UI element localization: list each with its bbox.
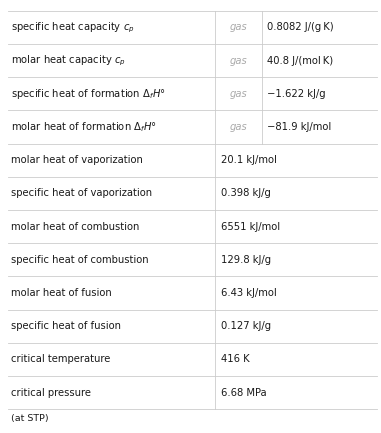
Text: 6551 kJ/mol: 6551 kJ/mol [221, 222, 280, 232]
Text: molar heat of combustion: molar heat of combustion [11, 222, 140, 232]
Text: gas: gas [229, 23, 247, 32]
Text: molar heat of vaporization: molar heat of vaporization [11, 155, 143, 165]
Text: 0.8082 J/(g K): 0.8082 J/(g K) [267, 23, 334, 32]
Text: specific heat of formation $\Delta_f H°$: specific heat of formation $\Delta_f H°$ [11, 87, 166, 101]
Text: molar heat capacity $c_p$: molar heat capacity $c_p$ [11, 53, 126, 68]
Text: gas: gas [229, 55, 247, 66]
Text: specific heat of combustion: specific heat of combustion [11, 255, 149, 265]
Text: 0.398 kJ/g: 0.398 kJ/g [221, 188, 271, 198]
Text: specific heat of fusion: specific heat of fusion [11, 321, 122, 331]
Text: molar heat of formation $\Delta_f H°$: molar heat of formation $\Delta_f H°$ [11, 120, 157, 134]
Text: (at STP): (at STP) [11, 414, 49, 423]
Text: 6.68 MPa: 6.68 MPa [221, 388, 267, 397]
Text: critical pressure: critical pressure [11, 388, 91, 397]
Text: molar heat of fusion: molar heat of fusion [11, 288, 112, 298]
Text: 129.8 kJ/g: 129.8 kJ/g [221, 255, 271, 265]
Text: gas: gas [229, 122, 247, 132]
Text: critical temperature: critical temperature [11, 354, 111, 365]
Text: 416 K: 416 K [221, 354, 250, 365]
Text: 40.8 J/(mol K): 40.8 J/(mol K) [267, 55, 333, 66]
Text: 20.1 kJ/mol: 20.1 kJ/mol [221, 155, 277, 165]
Text: −1.622 kJ/g: −1.622 kJ/g [267, 89, 326, 99]
Text: −81.9 kJ/mol: −81.9 kJ/mol [267, 122, 331, 132]
Text: specific heat capacity $c_p$: specific heat capacity $c_p$ [11, 20, 135, 35]
Text: 0.127 kJ/g: 0.127 kJ/g [221, 321, 271, 331]
Text: gas: gas [229, 89, 247, 99]
Text: 6.43 kJ/mol: 6.43 kJ/mol [221, 288, 277, 298]
Text: specific heat of vaporization: specific heat of vaporization [11, 188, 152, 198]
